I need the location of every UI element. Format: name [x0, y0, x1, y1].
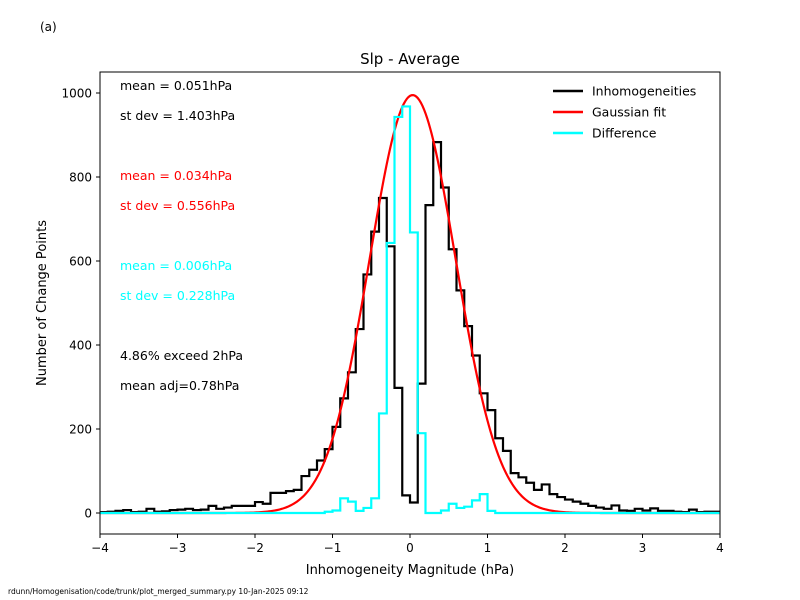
- x-tick-label: 1: [484, 541, 492, 555]
- stat-annotation: st dev = 1.403hPa: [120, 108, 235, 123]
- panel-label: (a): [40, 20, 57, 34]
- stat-annotation: mean = 0.006hPa: [120, 258, 232, 273]
- legend-label: Inhomogeneities: [592, 84, 696, 99]
- stat-annotation: st dev = 0.556hPa: [120, 198, 235, 213]
- x-tick-label: −4: [91, 541, 109, 555]
- footer-text: rdunn/Homogenisation/code/trunk/plot_mer…: [8, 587, 309, 596]
- stat-annotation: mean = 0.034hPa: [120, 168, 232, 183]
- x-tick-label: 2: [561, 541, 569, 555]
- x-tick-label: 4: [716, 541, 724, 555]
- x-axis-label: Inhomogeneity Magnitude (hPa): [306, 563, 515, 578]
- series-layer: [100, 94, 720, 515]
- y-ticks: 0 200 400 600 800 1000: [61, 87, 100, 521]
- x-tick-label: −3: [169, 541, 187, 555]
- legend: Inhomogeneities Gaussian fit Difference: [553, 84, 696, 141]
- y-tick-label: 800: [69, 171, 92, 185]
- x-tick-label: −2: [246, 541, 264, 555]
- stat-annotation: mean = 0.051hPa: [120, 78, 232, 93]
- legend-label: Gaussian fit: [592, 105, 666, 120]
- stats-annotations: mean = 0.051hPa st dev = 1.403hPa mean = 0…: [120, 78, 243, 393]
- series-line-inhomogeneities: [100, 141, 720, 514]
- plot-area: −4 −3 −2 −1 0 1 2 3 4 0 200 400 600 800 1000 mean = 0…: [61, 71, 724, 555]
- chart-title: Slp - Average: [360, 50, 460, 68]
- x-tick-label: −1: [324, 541, 342, 555]
- series-line-difference: [100, 105, 720, 515]
- stat-annotation: st dev = 0.228hPa: [120, 288, 235, 303]
- x-tick-label: 3: [639, 541, 647, 555]
- y-tick-label: 600: [69, 255, 92, 269]
- y-tick-label: 1000: [61, 87, 92, 101]
- stat-annotation: 4.86% exceed 2hPa: [120, 348, 243, 363]
- stat-annotation: mean adj=0.78hPa: [120, 378, 239, 393]
- y-axis-label: Number of Change Points: [35, 220, 50, 386]
- x-ticks: −4 −3 −2 −1 0 1 2 3 4: [91, 534, 724, 555]
- y-tick-label: 400: [69, 339, 92, 353]
- x-tick-label: 0: [406, 541, 414, 555]
- y-tick-label: 200: [69, 423, 92, 437]
- y-tick-label: 0: [84, 507, 92, 521]
- legend-label: Difference: [592, 126, 657, 141]
